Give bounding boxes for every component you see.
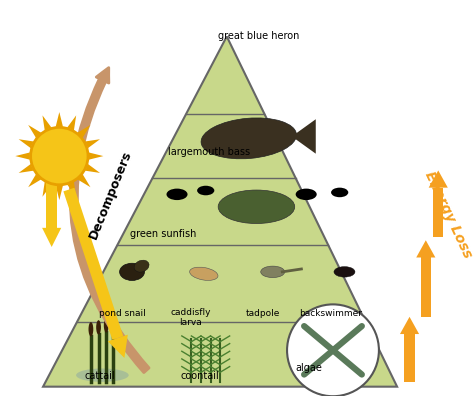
Polygon shape [56, 113, 63, 127]
Ellipse shape [96, 320, 101, 335]
Ellipse shape [110, 318, 115, 333]
Text: Decomposers: Decomposers [86, 149, 134, 241]
Polygon shape [292, 120, 316, 154]
Text: largemouth bass: largemouth bass [168, 147, 250, 157]
Text: green sunfish: green sunfish [130, 228, 196, 239]
Polygon shape [67, 182, 76, 197]
Polygon shape [43, 182, 51, 197]
Text: algae: algae [295, 362, 322, 372]
FancyArrowPatch shape [70, 68, 149, 373]
Ellipse shape [331, 188, 348, 198]
Ellipse shape [296, 189, 317, 200]
Polygon shape [433, 188, 444, 238]
Polygon shape [42, 228, 61, 247]
Polygon shape [89, 153, 103, 160]
Text: coontail: coontail [180, 370, 219, 380]
Polygon shape [78, 175, 91, 188]
Text: caddisfly
larva: caddisfly larva [170, 307, 211, 326]
Text: backswimmer: backswimmer [300, 309, 363, 318]
Polygon shape [78, 126, 91, 139]
Ellipse shape [166, 189, 188, 200]
Text: great blue heron: great blue heron [218, 31, 299, 41]
Ellipse shape [261, 266, 285, 278]
Ellipse shape [197, 186, 214, 196]
Polygon shape [43, 116, 51, 131]
Circle shape [287, 305, 379, 396]
Ellipse shape [89, 322, 93, 337]
Ellipse shape [201, 119, 296, 160]
Ellipse shape [104, 318, 109, 333]
Polygon shape [420, 258, 431, 317]
Text: pond snail: pond snail [99, 309, 146, 318]
Ellipse shape [334, 267, 355, 277]
Polygon shape [404, 334, 415, 382]
Polygon shape [46, 181, 57, 228]
Polygon shape [416, 241, 435, 258]
Ellipse shape [119, 264, 145, 281]
Polygon shape [85, 140, 100, 149]
Polygon shape [400, 317, 419, 334]
Text: Energy Loss: Energy Loss [421, 168, 474, 260]
Polygon shape [18, 164, 34, 173]
Polygon shape [56, 186, 63, 200]
Polygon shape [67, 116, 76, 131]
Polygon shape [18, 140, 34, 149]
Polygon shape [108, 335, 128, 358]
Polygon shape [43, 37, 397, 387]
Ellipse shape [218, 191, 295, 224]
Polygon shape [64, 188, 123, 340]
Polygon shape [85, 164, 100, 173]
Ellipse shape [76, 369, 129, 382]
Polygon shape [28, 126, 41, 139]
Polygon shape [28, 175, 41, 188]
Polygon shape [15, 153, 30, 160]
Text: tadpole: tadpole [246, 309, 280, 318]
Ellipse shape [134, 260, 149, 273]
Text: cattail: cattail [84, 370, 115, 380]
Ellipse shape [190, 267, 218, 281]
Circle shape [31, 128, 88, 185]
Polygon shape [428, 171, 448, 188]
